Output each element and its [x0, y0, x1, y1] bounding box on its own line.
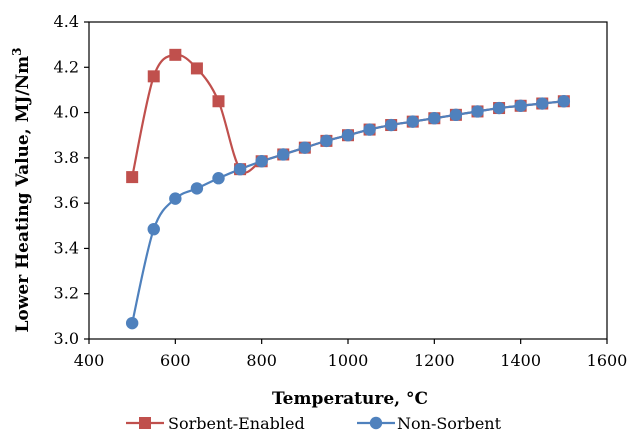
legend: Sorbent-Enabled Non-Sorbent [126, 414, 502, 433]
y-axis-title-text: Lower Heating Value, MJ/Nm [13, 56, 33, 333]
x-axis-title-unit: °C [406, 389, 428, 409]
x-axis-title-text: Temperature, [272, 389, 406, 409]
data-point-non-sorbent [298, 141, 312, 154]
x-tick-label: 1600 [587, 351, 628, 370]
data-point-non-sorbent [471, 105, 484, 118]
x-axis-title: Temperature, °C [272, 389, 428, 409]
legend-label: Non-Sorbent [397, 414, 502, 433]
y-tick-label: 4.2 [54, 57, 79, 76]
data-point-sorbent-enabled [126, 171, 139, 184]
y-tick-label: 3.0 [54, 329, 79, 348]
y-tick-label: 3.8 [54, 148, 79, 167]
data-point-non-sorbent [449, 108, 463, 122]
x-tick-label: 1400 [500, 351, 541, 370]
data-point-non-sorbent [384, 118, 398, 132]
axes [84, 21, 608, 344]
data-point-non-sorbent [233, 162, 247, 176]
series-group [125, 48, 571, 330]
data-point-non-sorbent [190, 182, 204, 195]
y-tick-label: 3.4 [54, 238, 79, 257]
tick-labels: 400 600 800 1000 1200 1400 1600 3.0 3.2 3.4 3.6 3.8… [54, 12, 628, 370]
y-tick-label: 4.0 [54, 103, 79, 122]
data-point-non-sorbent [147, 222, 160, 236]
data-point-sorbent-enabled [147, 70, 160, 83]
data-point-non-sorbent [557, 95, 571, 108]
x-tick-label: 1000 [328, 351, 369, 370]
y-tick-label: 3.6 [54, 193, 79, 212]
data-point-non-sorbent [212, 172, 225, 185]
legend-label: Sorbent-Enabled [168, 414, 305, 433]
data-point-non-sorbent [514, 99, 527, 112]
data-point-non-sorbent [341, 129, 355, 142]
plot-frame [88, 21, 608, 340]
x-tick-label: 1200 [414, 351, 455, 370]
legend-circle-marker [369, 416, 383, 430]
legend-square-marker [139, 417, 151, 429]
y-axis-title-superscript: 3 [10, 47, 24, 55]
data-point-non-sorbent [406, 115, 419, 128]
data-point-non-sorbent [320, 134, 333, 148]
legend-item-sorbent-enabled: Sorbent-Enabled [126, 414, 305, 433]
data-point-non-sorbent [169, 192, 182, 205]
data-point-non-sorbent [277, 148, 290, 161]
data-point-non-sorbent [255, 155, 268, 168]
data-point-non-sorbent [492, 101, 506, 115]
x-tick-label: 800 [246, 351, 277, 370]
data-point-non-sorbent [536, 97, 549, 110]
x-tick-label: 600 [160, 351, 191, 370]
data-point-non-sorbent [363, 123, 376, 136]
data-point-sorbent-enabled [169, 48, 182, 61]
data-point-sorbent-enabled [212, 95, 225, 108]
y-tick-label: 3.2 [54, 284, 79, 303]
data-point-non-sorbent [125, 316, 139, 330]
y-tick-label: 4.4 [54, 12, 79, 31]
x-tick-label: 400 [74, 351, 105, 370]
data-point-sorbent-enabled [190, 62, 203, 75]
y-axis-title: Lower Heating Value, MJ/Nm3 [10, 47, 33, 332]
data-point-non-sorbent [428, 112, 441, 125]
legend-item-non-sorbent: Non-Sorbent [357, 414, 502, 433]
